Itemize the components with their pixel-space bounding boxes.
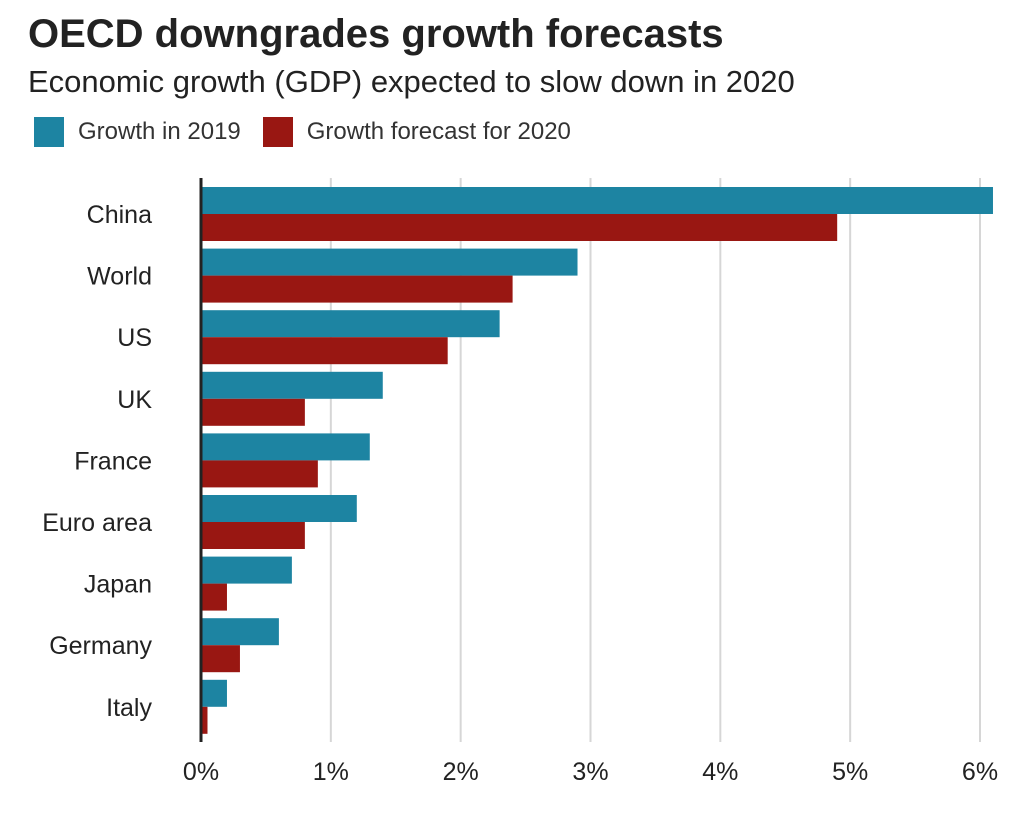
x-tick-label: 4% [702,758,738,786]
bar-2019 [201,433,370,461]
bar-2020 [201,522,305,549]
legend-swatch-2019 [34,117,64,147]
bar-2019 [201,310,500,338]
bar-2019 [201,248,578,276]
bar-2019 [201,495,357,522]
category-label: UK [117,386,152,414]
x-tick-label: 5% [832,758,868,786]
legend-item-2020: Growth forecast for 2020 [262,117,571,147]
category-label: Germany [49,632,152,660]
category-label: Italy [106,694,152,722]
legend-item-2019: Growth in 2019 [34,117,241,147]
x-tick-label: 2% [443,758,479,786]
category-label: World [87,263,152,291]
category-label: Japan [84,571,152,599]
bar-2020 [201,214,838,241]
x-tick-label: 1% [313,758,349,786]
legend-label-2019: Growth in 2019 [78,118,241,145]
category-label: US [117,324,152,352]
category-label: France [74,447,152,475]
bar-2020 [201,583,227,611]
x-tick-label: 3% [572,758,608,786]
bar-2019 [201,679,227,707]
category-label: China [87,201,152,229]
legend: Growth in 2019 Growth forecast for 2020 [34,117,593,147]
legend-swatch-2020 [262,117,293,147]
bar-2020 [201,706,208,734]
x-tick-label: 6% [962,758,998,786]
category-label: Euro area [42,509,152,537]
x-tick-label: 0% [183,758,219,786]
bar-2020 [201,645,240,673]
bar-2020 [201,275,513,303]
bar-2019 [201,618,279,646]
bar-2019 [201,371,383,399]
bar-2019 [201,187,993,214]
bar-2019 [201,556,292,584]
legend-label-2020: Growth forecast for 2020 [306,118,571,145]
chart-subtitle: Economic growth (GDP) expected to slow d… [28,64,795,99]
bar-2020 [201,337,448,365]
bar-2020 [201,398,305,426]
bar-2020 [201,460,318,488]
chart-title: OECD downgrades growth forecasts [28,12,724,56]
